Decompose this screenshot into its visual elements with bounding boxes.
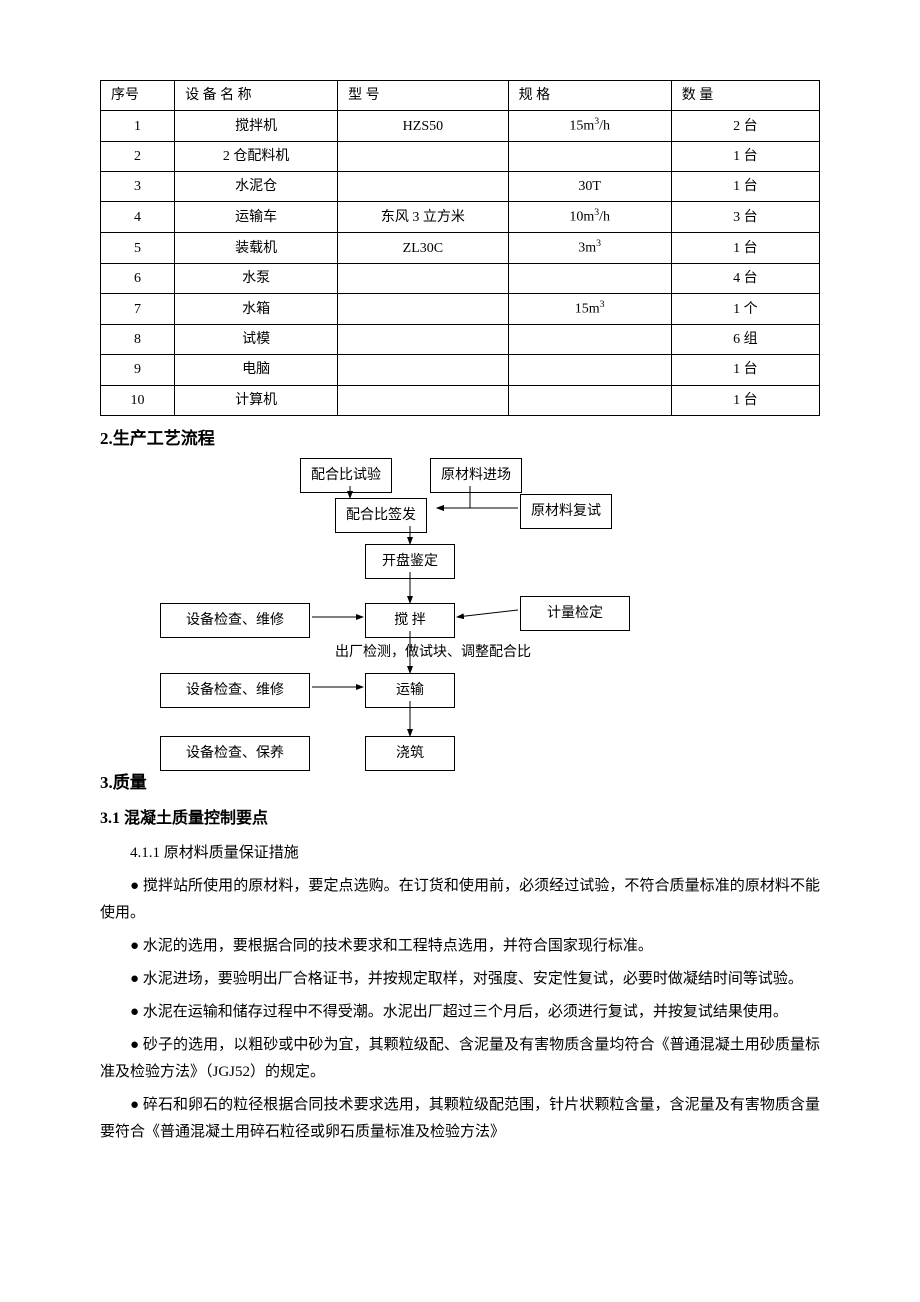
table-cell [338, 172, 508, 202]
table-row: 6水泵 4 台 [101, 264, 820, 294]
bullet-6: ● 碎石和卵石的粒径根据合同技术要求选用，其颗粒级配范围，针片状颗粒含量，含泥量… [100, 1092, 820, 1146]
table-cell [338, 385, 508, 415]
table-cell [508, 355, 671, 385]
table-cell: 30T [508, 172, 671, 202]
table-cell [338, 264, 508, 294]
table-cell: 10m3/h [508, 202, 671, 233]
table-cell [508, 264, 671, 294]
bullet-1: ● 搅拌站所使用的原材料，要定点选购。在订货和使用前，必须经过试验，不符合质量标… [100, 873, 820, 927]
table-row: 1搅拌机HZS5015m3/h2 台 [101, 111, 820, 142]
node-open-check: 开盘鉴定 [365, 544, 455, 579]
table-cell: 计算机 [175, 385, 338, 415]
table-row: 5装载机ZL30C3m31 台 [101, 233, 820, 264]
th-spec: 规 格 [508, 81, 671, 111]
table-cell: 1 个 [671, 294, 819, 325]
node-mixing: 搅 拌 [365, 603, 455, 638]
table-cell [508, 325, 671, 355]
bullet-3: ● 水泥进场，要验明出厂合格证书，并按规定取样，对强度、安定性复试，必要时做凝结… [100, 966, 820, 993]
table-cell: 6 组 [671, 325, 819, 355]
table-row: 8试模 6 组 [101, 325, 820, 355]
table-cell: 东风 3 立方米 [338, 202, 508, 233]
table-cell: 4 台 [671, 264, 819, 294]
table-cell [338, 142, 508, 172]
bullet-5: ● 砂子的选用，以粗砂或中砂为宜，其颗粒级配、含泥量及有害物质含量均符合《普通混… [100, 1032, 820, 1086]
table-cell: HZS50 [338, 111, 508, 142]
node-material-retest: 原材料复试 [520, 494, 612, 529]
table-cell: 1 台 [671, 142, 819, 172]
th-model: 型 号 [338, 81, 508, 111]
para-411: 4.1.1 原材料质量保证措施 [100, 840, 820, 867]
table-cell: 9 [101, 355, 175, 385]
table-cell: 水箱 [175, 294, 338, 325]
table-cell: ZL30C [338, 233, 508, 264]
table-cell: 水泵 [175, 264, 338, 294]
table-cell: 4 [101, 202, 175, 233]
table-row: 9电脑 1 台 [101, 355, 820, 385]
node-transport: 运输 [365, 673, 455, 708]
node-mixratio-issue: 配合比签发 [335, 498, 427, 533]
table-cell: 8 [101, 325, 175, 355]
table-cell: 15m3/h [508, 111, 671, 142]
process-flowchart: 配合比试验 原材料进场 配合比签发 原材料复试 开盘鉴定 设备检查、维修 搅 拌… [100, 458, 820, 768]
bullet-4: ● 水泥在运输和储存过程中不得受潮。水泥出厂超过三个月后，必须进行复试，并按复试… [100, 999, 820, 1026]
table-header-row: 序号 设 备 名 称 型 号 规 格 数 量 [101, 81, 820, 111]
table-cell: 搅拌机 [175, 111, 338, 142]
table-cell: 运输车 [175, 202, 338, 233]
table-cell: 1 台 [671, 172, 819, 202]
table-cell: 2 仓配料机 [175, 142, 338, 172]
table-row: 22 仓配料机 1 台 [101, 142, 820, 172]
node-pouring: 浇筑 [365, 736, 455, 771]
table-cell: 1 台 [671, 355, 819, 385]
table-cell: 1 台 [671, 385, 819, 415]
table-cell: 电脑 [175, 355, 338, 385]
table-cell: 7 [101, 294, 175, 325]
node-equip-maint: 设备检查、保养 [160, 736, 310, 771]
table-cell: 装载机 [175, 233, 338, 264]
table-cell [508, 142, 671, 172]
table-cell: 试模 [175, 325, 338, 355]
table-cell: 10 [101, 385, 175, 415]
table-cell: 1 台 [671, 233, 819, 264]
table-cell: 2 [101, 142, 175, 172]
note-factory-test: 出厂检测，做试块、调整配合比 [335, 640, 531, 665]
section-2-title: 2.生产工艺流程 [100, 424, 820, 455]
table-cell: 1 [101, 111, 175, 142]
section-3-1-title: 3.1 混凝土质量控制要点 [100, 805, 820, 834]
table-cell [508, 385, 671, 415]
table-row: 7水箱 15m31 个 [101, 294, 820, 325]
node-equip-check-1: 设备检查、维修 [160, 603, 310, 638]
th-seq: 序号 [101, 81, 175, 111]
table-cell: 5 [101, 233, 175, 264]
equipment-table: 序号 设 备 名 称 型 号 规 格 数 量 1搅拌机HZS5015m3/h2 … [100, 80, 820, 416]
section-3-prefix: 3.质量 [100, 768, 147, 799]
table-cell: 3 [101, 172, 175, 202]
table-row: 4运输车东风 3 立方米10m3/h3 台 [101, 202, 820, 233]
table-cell [338, 325, 508, 355]
table-cell: 3 台 [671, 202, 819, 233]
node-material-in: 原材料进场 [430, 458, 522, 493]
bullet-2: ● 水泥的选用，要根据合同的技术要求和工程特点选用，并符合国家现行标准。 [100, 933, 820, 960]
node-mixratio-test: 配合比试验 [300, 458, 392, 493]
table-cell [338, 355, 508, 385]
node-equip-check-2: 设备检查、维修 [160, 673, 310, 708]
table-cell: 水泥仓 [175, 172, 338, 202]
table-cell: 3m3 [508, 233, 671, 264]
th-qty: 数 量 [671, 81, 819, 111]
table-row: 3水泥仓 30T1 台 [101, 172, 820, 202]
body-text: 4.1.1 原材料质量保证措施 ● 搅拌站所使用的原材料，要定点选购。在订货和使… [100, 840, 820, 1146]
table-row: 10计算机 1 台 [101, 385, 820, 415]
table-cell [338, 294, 508, 325]
table-cell: 15m3 [508, 294, 671, 325]
table-cell: 2 台 [671, 111, 819, 142]
table-cell: 6 [101, 264, 175, 294]
th-name: 设 备 名 称 [175, 81, 338, 111]
node-meter-verify: 计量检定 [520, 596, 630, 631]
